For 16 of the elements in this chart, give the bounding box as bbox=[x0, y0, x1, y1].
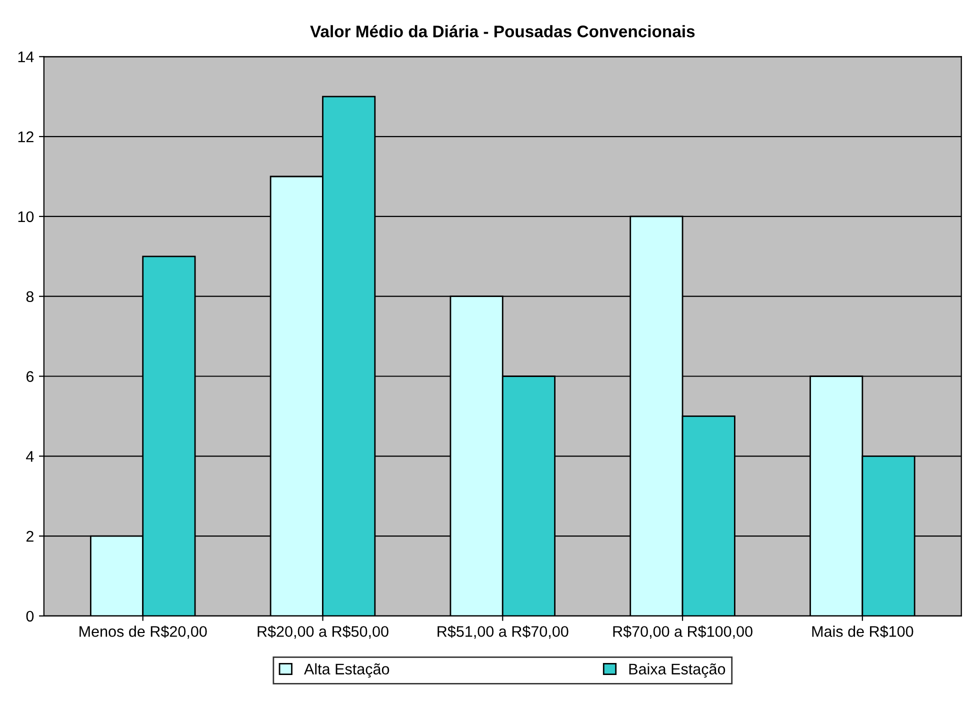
y-tick-label: 6 bbox=[26, 371, 34, 382]
legend-label: Alta Estação bbox=[304, 663, 390, 678]
chart-title: Valor Médio da Diária - Pousadas Convencionais bbox=[310, 24, 695, 38]
y-tick-label: 2 bbox=[26, 530, 34, 542]
y-tick-label: 14 bbox=[18, 52, 34, 62]
x-tick-label: R$70,00 a R$100,00 bbox=[613, 625, 752, 639]
x-tick-label: R$51,00 a R$70,00 bbox=[438, 625, 568, 639]
x-tick-label: R$20,00 a R$50,00 bbox=[258, 625, 388, 639]
y-tick-label: 4 bbox=[26, 451, 34, 462]
y-tick-label: 12 bbox=[18, 131, 34, 142]
x-tick-label: Menos de R$20,00 bbox=[80, 625, 207, 639]
y-tick-label: 0 bbox=[26, 610, 34, 622]
y-tick-label: 8 bbox=[26, 291, 34, 302]
x-tick-label: Mais de R$100 bbox=[812, 625, 914, 638]
y-tick-label: 10 bbox=[18, 211, 34, 222]
legend-label: Baixa Estação bbox=[629, 663, 726, 678]
